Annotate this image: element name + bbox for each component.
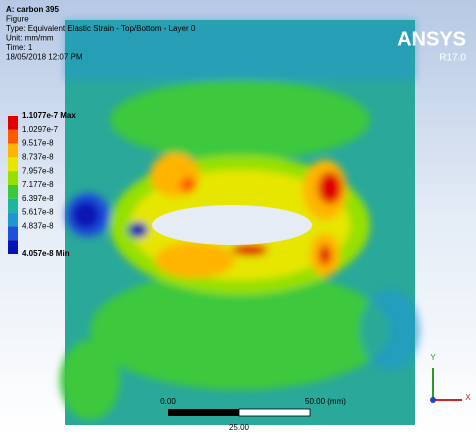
legend-label: 7.177e-8 (22, 180, 54, 189)
hole (152, 205, 312, 245)
legend-swatch (8, 157, 18, 172)
legend-label: 6.397e-8 (22, 194, 54, 203)
legend-label: 9.517e-8 (22, 139, 54, 148)
scale-start: 0.00 (160, 397, 176, 406)
legend-swatch (8, 143, 18, 158)
triad-x: X (465, 393, 471, 402)
legend-swatch (8, 129, 18, 144)
z-axis-dot (430, 397, 436, 403)
legend-swatch (8, 226, 18, 241)
triad: Y X (430, 353, 471, 403)
legend-label: 1.0297e-7 (22, 125, 59, 134)
scale-segment (238, 408, 311, 417)
legend: 1.1077e-7 Max 1.0297e-7 9.517e-8 8.737e-8 7.… (8, 111, 76, 258)
brand-name: ANSYS (397, 28, 466, 50)
header-line: Type: Equivalent Elastic Strain - Top/Bo… (6, 24, 196, 33)
legend-swatch (8, 198, 18, 213)
legend-label: 4.837e-8 (22, 222, 54, 231)
legend-swatch (8, 171, 18, 185)
header-line: Figure (6, 15, 29, 24)
legend-swatch (8, 185, 18, 199)
header-line: Time: 1 (6, 43, 33, 52)
legend-label: 7.957e-8 (22, 166, 54, 175)
header-line: Unit: mm/mm (6, 34, 54, 43)
legend-swatch (8, 240, 18, 254)
scale-bar: 0.00 50.00 (mm) 25.00 (160, 397, 346, 432)
header-line: 18/05/2018 12:07 PM (6, 53, 83, 62)
scale-middle: 25.00 (229, 423, 250, 432)
triad-y: Y (430, 353, 436, 362)
scale-end: 50.00 (mm) (305, 397, 346, 406)
header-line: A: carbon 395 (6, 5, 59, 14)
legend-swatch (8, 116, 18, 130)
contours (60, 20, 420, 420)
brand-version: R17.0 (439, 53, 466, 64)
legend-label: 1.1077e-7 Max (22, 111, 76, 120)
legend-label: 4.057e-8 Min (22, 249, 70, 258)
plate (60, 20, 420, 425)
scale-segment (168, 409, 239, 416)
legend-label: 8.737e-8 (22, 153, 54, 162)
legend-swatch (8, 212, 18, 227)
legend-label: 5.617e-8 (22, 208, 54, 217)
